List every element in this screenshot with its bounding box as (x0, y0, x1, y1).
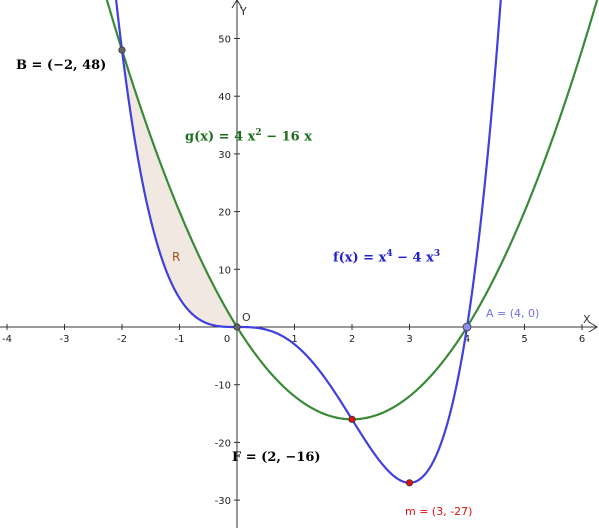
points (118, 46, 472, 487)
x-tick-label: -3 (60, 334, 70, 345)
x-tick-label: 2 (349, 334, 355, 345)
f-curve (115, 0, 502, 484)
f-label-left: f(x) = x (333, 250, 387, 266)
point-b-label: B = (−2, 48) (16, 58, 107, 73)
y-tick-label: 20 (218, 208, 231, 219)
f-function-label: f(x) = x4 − 4 x3 (333, 249, 440, 265)
f-label-exponent-2: 3 (433, 249, 441, 259)
f-label-mid: − 4 x (392, 250, 434, 266)
x-tick-label: 4 (464, 334, 470, 345)
x-tick-label: 3 (406, 334, 412, 345)
y-tick-label: -10 (215, 381, 231, 392)
region-r-label: R (172, 250, 181, 264)
x-axis-arrow (588, 321, 598, 333)
point-o (233, 323, 241, 331)
x-tick-label: 0 (224, 334, 230, 345)
y-tick-label: 10 (218, 265, 231, 276)
x-tick-label: -4 (2, 334, 12, 345)
region-r-shading (122, 50, 237, 327)
y-tick-label: 50 (218, 35, 231, 46)
point-a-label: A = (4, 0) (486, 307, 540, 320)
point-f-label: F = (2, −16) (232, 450, 321, 465)
y-axis-arrow (231, 0, 243, 9)
g-label-left: g(x) = 4 x (185, 129, 256, 145)
g-label-exponent: 2 (255, 128, 262, 138)
y-tick-label: -30 (215, 496, 231, 507)
f-label-exponent-1: 4 (386, 249, 393, 259)
origin-label: O (242, 311, 251, 324)
x-tick-label: 6 (579, 334, 585, 345)
point-m-label: m = (3, -27) (405, 505, 473, 518)
x-tick-label: 1 (291, 334, 297, 345)
y-axis-name: Y (239, 5, 247, 18)
point-b (118, 46, 126, 54)
y-tick-label: 30 (218, 150, 231, 161)
x-tick-label: 5 (521, 334, 527, 345)
point-f (348, 415, 356, 423)
x-tick-label: -1 (175, 334, 185, 345)
x-axis-name: X (583, 313, 591, 326)
x-tick-label: -2 (117, 334, 127, 345)
point-a (462, 322, 472, 332)
g-label-right: − 16 x (261, 129, 312, 145)
y-tick-label: 40 (218, 92, 231, 103)
point-m (405, 479, 414, 487)
g-function-label: g(x) = 4 x2 − 16 x (185, 128, 312, 144)
y-tick-label: -20 (215, 438, 231, 449)
